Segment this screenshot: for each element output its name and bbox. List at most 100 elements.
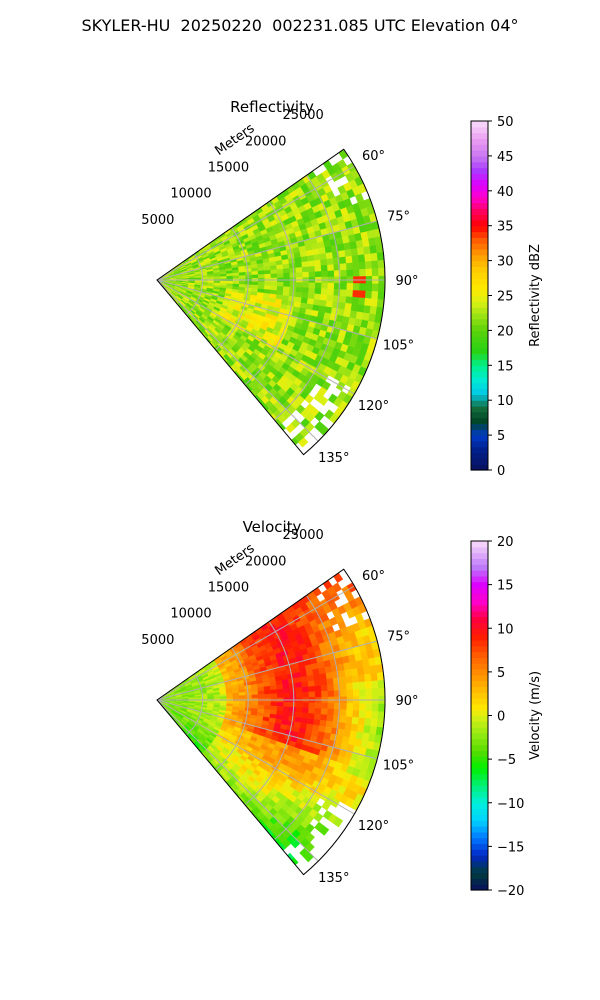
field-cell [346, 289, 354, 298]
colorbar-segment [471, 301, 488, 308]
colorbar-segment [471, 738, 488, 746]
field-cell [289, 706, 297, 713]
colorbar-segment [471, 581, 488, 589]
field-cell [371, 260, 379, 269]
colorbar-segment [471, 639, 488, 647]
field-cell [251, 694, 259, 699]
colorbar-segment [471, 219, 488, 227]
field-cell [302, 691, 310, 698]
velocity-title: Velocity [243, 518, 302, 536]
field-cell [371, 268, 379, 277]
range-ring [185, 673, 204, 736]
colorbar-segment [471, 144, 488, 151]
field-cell [314, 282, 322, 289]
colorbar-segment [471, 663, 488, 670]
field-cell [264, 269, 272, 275]
field-cell [346, 703, 354, 711]
field-cell [364, 290, 373, 300]
azimuth-tick: 135° [318, 451, 349, 466]
colorbar-segment [471, 558, 488, 565]
colorbar-segment [471, 394, 488, 401]
field-cell [346, 682, 354, 691]
field-cell [371, 680, 379, 689]
field-cell [344, 669, 353, 678]
field-cell [339, 715, 347, 724]
field-cell [351, 255, 360, 264]
field-cell [251, 701, 259, 706]
colorbar-segment [471, 849, 488, 856]
field-cell [264, 701, 272, 707]
field-cell [339, 683, 347, 691]
field-cell [300, 675, 309, 683]
colorbar-segment [471, 248, 488, 256]
field-cell [257, 694, 265, 699]
field-cell [283, 272, 291, 279]
field-cell [289, 272, 297, 278]
field-cell [365, 688, 373, 697]
colorbar-segment [471, 779, 488, 786]
colorbar-segment [471, 744, 488, 751]
colorbar-segment [471, 342, 488, 349]
field-cell [282, 688, 291, 694]
field-cell [264, 273, 272, 279]
colorbar-segment [471, 860, 488, 868]
field-cell [264, 281, 272, 287]
colorbar-segment [471, 570, 488, 577]
colorbar-segment [471, 254, 488, 262]
field-cell [319, 825, 330, 836]
colorbar-segment [471, 750, 488, 757]
colorbar-segment [471, 347, 488, 355]
range-tick: 25000 [282, 108, 323, 123]
field-cell [320, 258, 328, 266]
colorbar-segment [471, 167, 488, 174]
azimuth-tick: 60° [362, 569, 385, 584]
field-cell [285, 423, 296, 434]
field-cell [257, 270, 265, 275]
field-cell [351, 296, 360, 305]
colorbar-segment [471, 762, 488, 769]
colorbar-segment [471, 429, 488, 436]
colorbar-segment [471, 599, 488, 606]
colorbar-segment [471, 622, 488, 629]
field-cell [338, 250, 346, 258]
field-cell [363, 246, 371, 255]
colorbar-segment [471, 295, 488, 302]
field-cell [358, 290, 366, 299]
field-cell [365, 283, 373, 292]
field-cell [346, 689, 354, 697]
field-cell [276, 286, 284, 292]
field-cell [213, 276, 221, 280]
azimuth-spoke [156, 165, 355, 281]
field-cell [232, 692, 240, 697]
colorbar-segment [471, 692, 488, 699]
field-cell [346, 709, 354, 718]
field-cell [306, 674, 315, 682]
field-cell [327, 288, 335, 296]
colorbar-segment [471, 318, 488, 326]
field-cell [219, 696, 227, 700]
field-cell [282, 263, 290, 270]
colorbar-segment [471, 388, 488, 395]
colorbar-tick: 5 [497, 429, 505, 444]
field-cell [333, 817, 344, 828]
colorbar-segment [471, 814, 488, 821]
azimuth-tick: 60° [362, 149, 385, 164]
colorbar-segment [471, 855, 488, 862]
azimuth-spoke [156, 585, 355, 701]
field-cell [213, 696, 221, 700]
colorbar-segment [471, 541, 488, 548]
field-cell [327, 702, 335, 710]
field-cell [308, 287, 316, 295]
azimuth-spoke [156, 279, 355, 395]
azimuth-tick: 120° [358, 819, 389, 834]
field-cell [301, 686, 310, 693]
field-cell [283, 701, 291, 708]
colorbar-segment [471, 214, 488, 221]
colorbar-tick: 25 [497, 290, 514, 305]
field-cell [314, 702, 322, 709]
field-cell [320, 264, 329, 272]
range-tick: 25000 [282, 528, 323, 543]
field-cell [313, 679, 322, 687]
field-cell [270, 281, 278, 287]
field-cell [370, 718, 379, 728]
